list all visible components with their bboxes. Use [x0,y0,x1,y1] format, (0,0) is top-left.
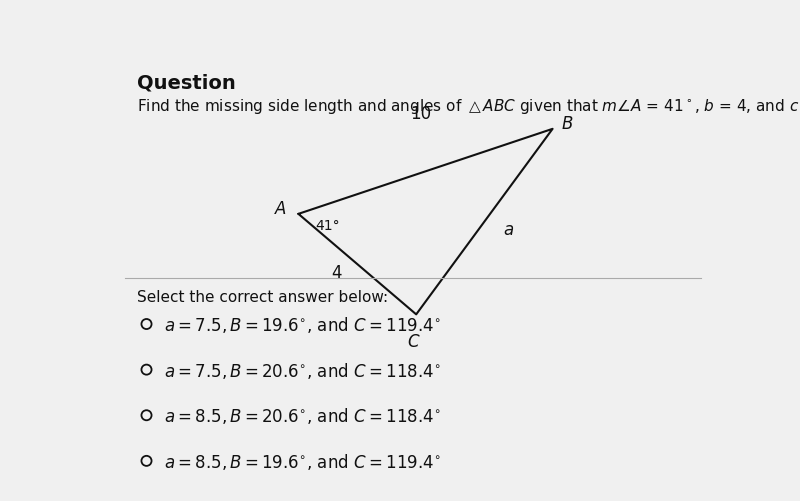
Text: 41°: 41° [316,218,340,232]
Text: 10: 10 [410,105,432,123]
Text: Question: Question [138,74,236,93]
Text: B: B [562,115,574,133]
Text: $a = 7.5, B = 19.6^{\circ}$, and $C = 119.4^{\circ}$: $a = 7.5, B = 19.6^{\circ}$, and $C = 11… [164,315,441,334]
Text: Find the missing side length and angles of $\triangle ABC$ given that $m\angle A: Find the missing side length and angles … [138,97,800,116]
Text: a: a [503,220,514,238]
Text: Select the correct answer below:: Select the correct answer below: [138,290,388,305]
Text: A: A [274,200,286,217]
Text: $a = 8.5, B = 20.6^{\circ}$, and $C = 118.4^{\circ}$: $a = 8.5, B = 20.6^{\circ}$, and $C = 11… [164,405,441,425]
Text: $a = 7.5, B = 20.6^{\circ}$, and $C = 118.4^{\circ}$: $a = 7.5, B = 20.6^{\circ}$, and $C = 11… [164,360,441,380]
Text: $a = 8.5, B = 19.6^{\circ}$, and $C = 119.4^{\circ}$: $a = 8.5, B = 19.6^{\circ}$, and $C = 11… [164,451,441,471]
Text: 4: 4 [331,264,342,281]
Text: C: C [407,332,419,350]
